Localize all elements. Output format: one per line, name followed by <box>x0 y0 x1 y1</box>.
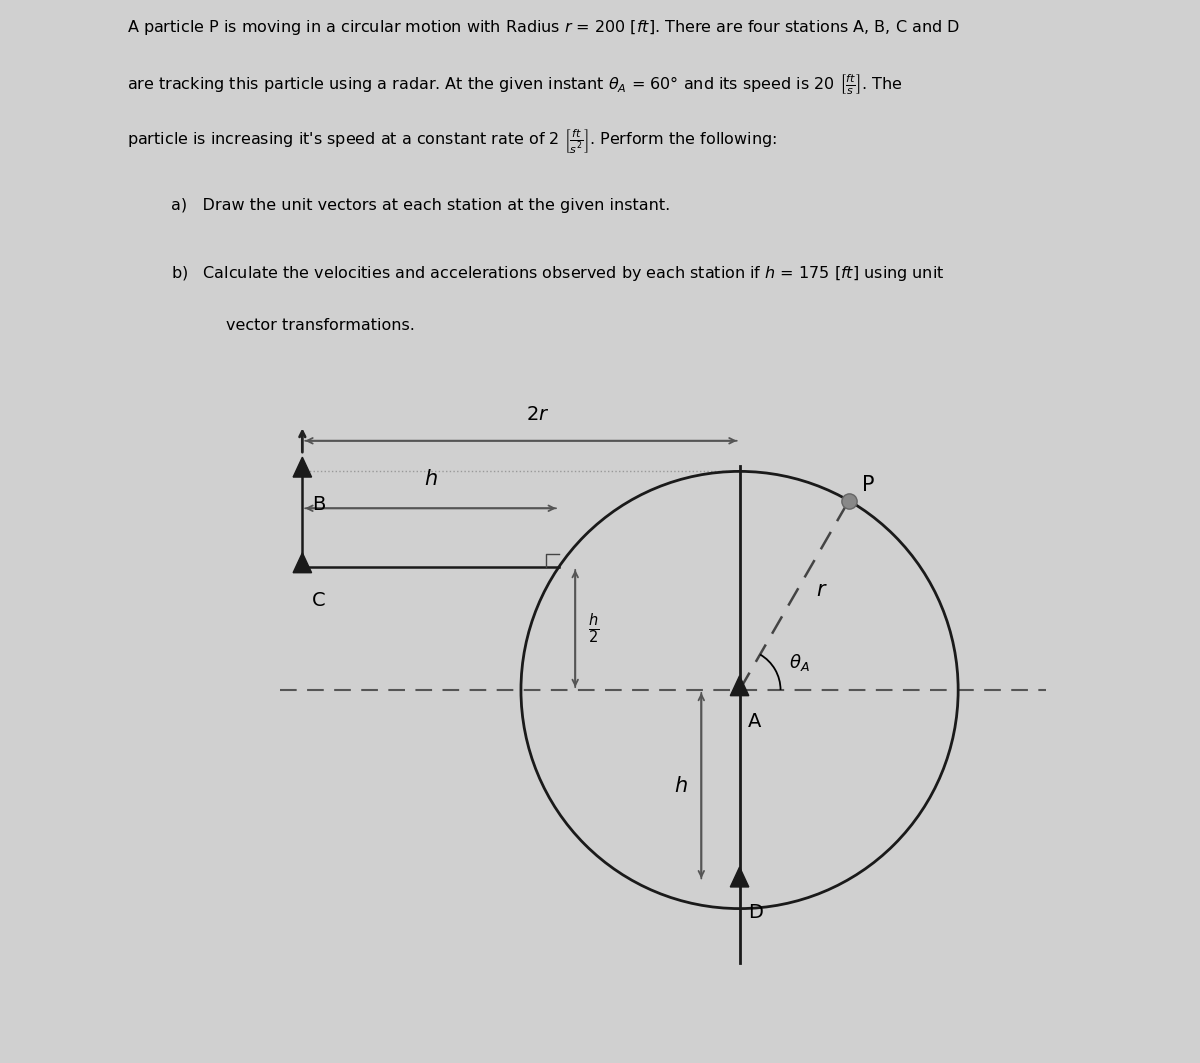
Text: $\frac{h}{2}$: $\frac{h}{2}$ <box>588 611 600 645</box>
Text: $h$: $h$ <box>424 469 438 489</box>
Text: A: A <box>749 712 762 731</box>
Text: $h$: $h$ <box>674 776 688 795</box>
Text: D: D <box>749 904 763 922</box>
Polygon shape <box>731 867 749 887</box>
Text: b)   Calculate the velocities and accelerations observed by each station if $h$ : b) Calculate the velocities and accelera… <box>172 264 944 283</box>
Polygon shape <box>731 676 749 695</box>
Text: a)   Draw the unit vectors at each station at the given instant.: a) Draw the unit vectors at each station… <box>172 198 671 213</box>
Text: are tracking this particle using a radar. At the given instant $\theta_A$ = 60° : are tracking this particle using a radar… <box>127 72 904 97</box>
Text: B: B <box>312 495 325 514</box>
Text: vector transformations.: vector transformations. <box>226 318 415 334</box>
Text: A particle P is moving in a circular motion with Radius $r$ = 200 [$ft$]. There : A particle P is moving in a circular mot… <box>127 18 960 37</box>
Text: particle is increasing it's speed at a constant rate of 2 $\left[\frac{ft}{s^2}\: particle is increasing it's speed at a c… <box>127 128 778 155</box>
Polygon shape <box>293 553 312 573</box>
Text: P: P <box>862 475 875 495</box>
Text: $2r$: $2r$ <box>526 405 550 424</box>
Text: C: C <box>312 591 326 610</box>
Polygon shape <box>293 457 312 477</box>
Text: $\theta_A$: $\theta_A$ <box>788 653 810 673</box>
Text: $r$: $r$ <box>816 579 828 600</box>
